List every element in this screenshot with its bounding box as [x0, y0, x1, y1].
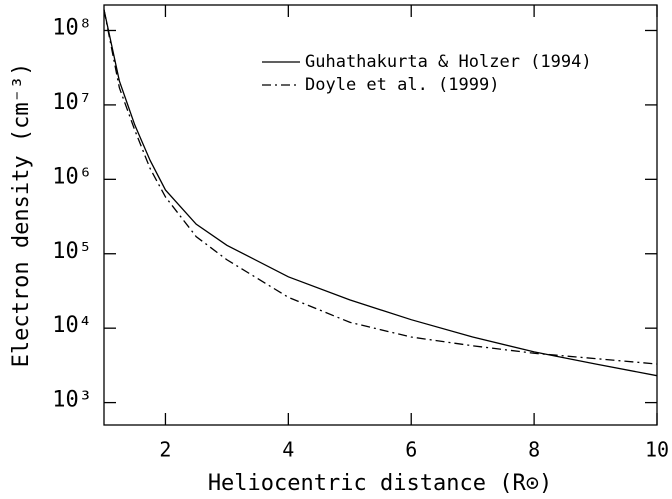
- y-tick-label: 10⁶: [52, 164, 92, 189]
- y-tick-label: 10⁴: [52, 313, 92, 338]
- x-tick-label: 10: [645, 438, 669, 462]
- series-line: [103, 9, 658, 365]
- legend-label: Doyle et al. (1999): [305, 75, 499, 95]
- y-tick-label: 10³: [52, 388, 92, 413]
- y-axis-label: Electron density (cm⁻³): [9, 63, 34, 368]
- x-axis-label: Heliocentric distance (R⊙): [208, 471, 552, 496]
- plot-frame: [103, 4, 658, 426]
- y-tick-label: 10⁵: [52, 239, 92, 264]
- y-tick-label: 10⁷: [52, 90, 92, 115]
- x-tick-label: 2: [159, 438, 171, 462]
- x-tick-label: 8: [528, 438, 540, 462]
- x-tick-label: 4: [282, 438, 294, 462]
- series-line: [103, 9, 658, 377]
- x-tick-label: 6: [405, 438, 417, 462]
- y-tick-label: 10⁸: [52, 15, 92, 40]
- legend-label: Guhathakurta & Holzer (1994): [305, 52, 592, 72]
